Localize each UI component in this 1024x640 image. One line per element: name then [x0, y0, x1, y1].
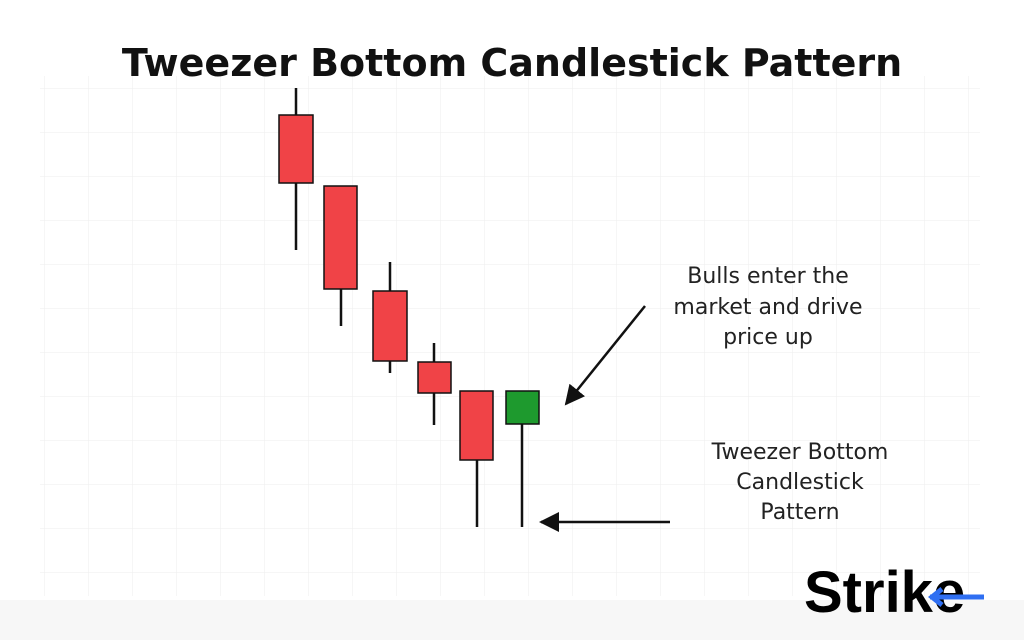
annotation-line: market and drive: [673, 295, 862, 320]
candle-body: [323, 185, 358, 290]
grid: [40, 76, 980, 596]
annotation-line: Bulls enter the: [687, 264, 849, 289]
annotation-line: Pattern: [760, 500, 839, 525]
title: Tweezer Bottom Candlestick Pattern: [122, 41, 902, 85]
arrow: [564, 305, 646, 406]
logo-accent: [927, 587, 984, 607]
annotation-line: Candlestick: [736, 470, 864, 495]
candle-body: [459, 390, 494, 461]
annotation-line: price up: [723, 325, 813, 350]
candle-body: [417, 361, 452, 394]
candle-body: [372, 290, 408, 362]
footer-band: [0, 600, 1024, 640]
candle-body: [278, 114, 314, 184]
annotation-line: Tweezer Bottom: [711, 440, 889, 465]
candle-body: [505, 390, 540, 425]
candles: [278, 88, 540, 527]
